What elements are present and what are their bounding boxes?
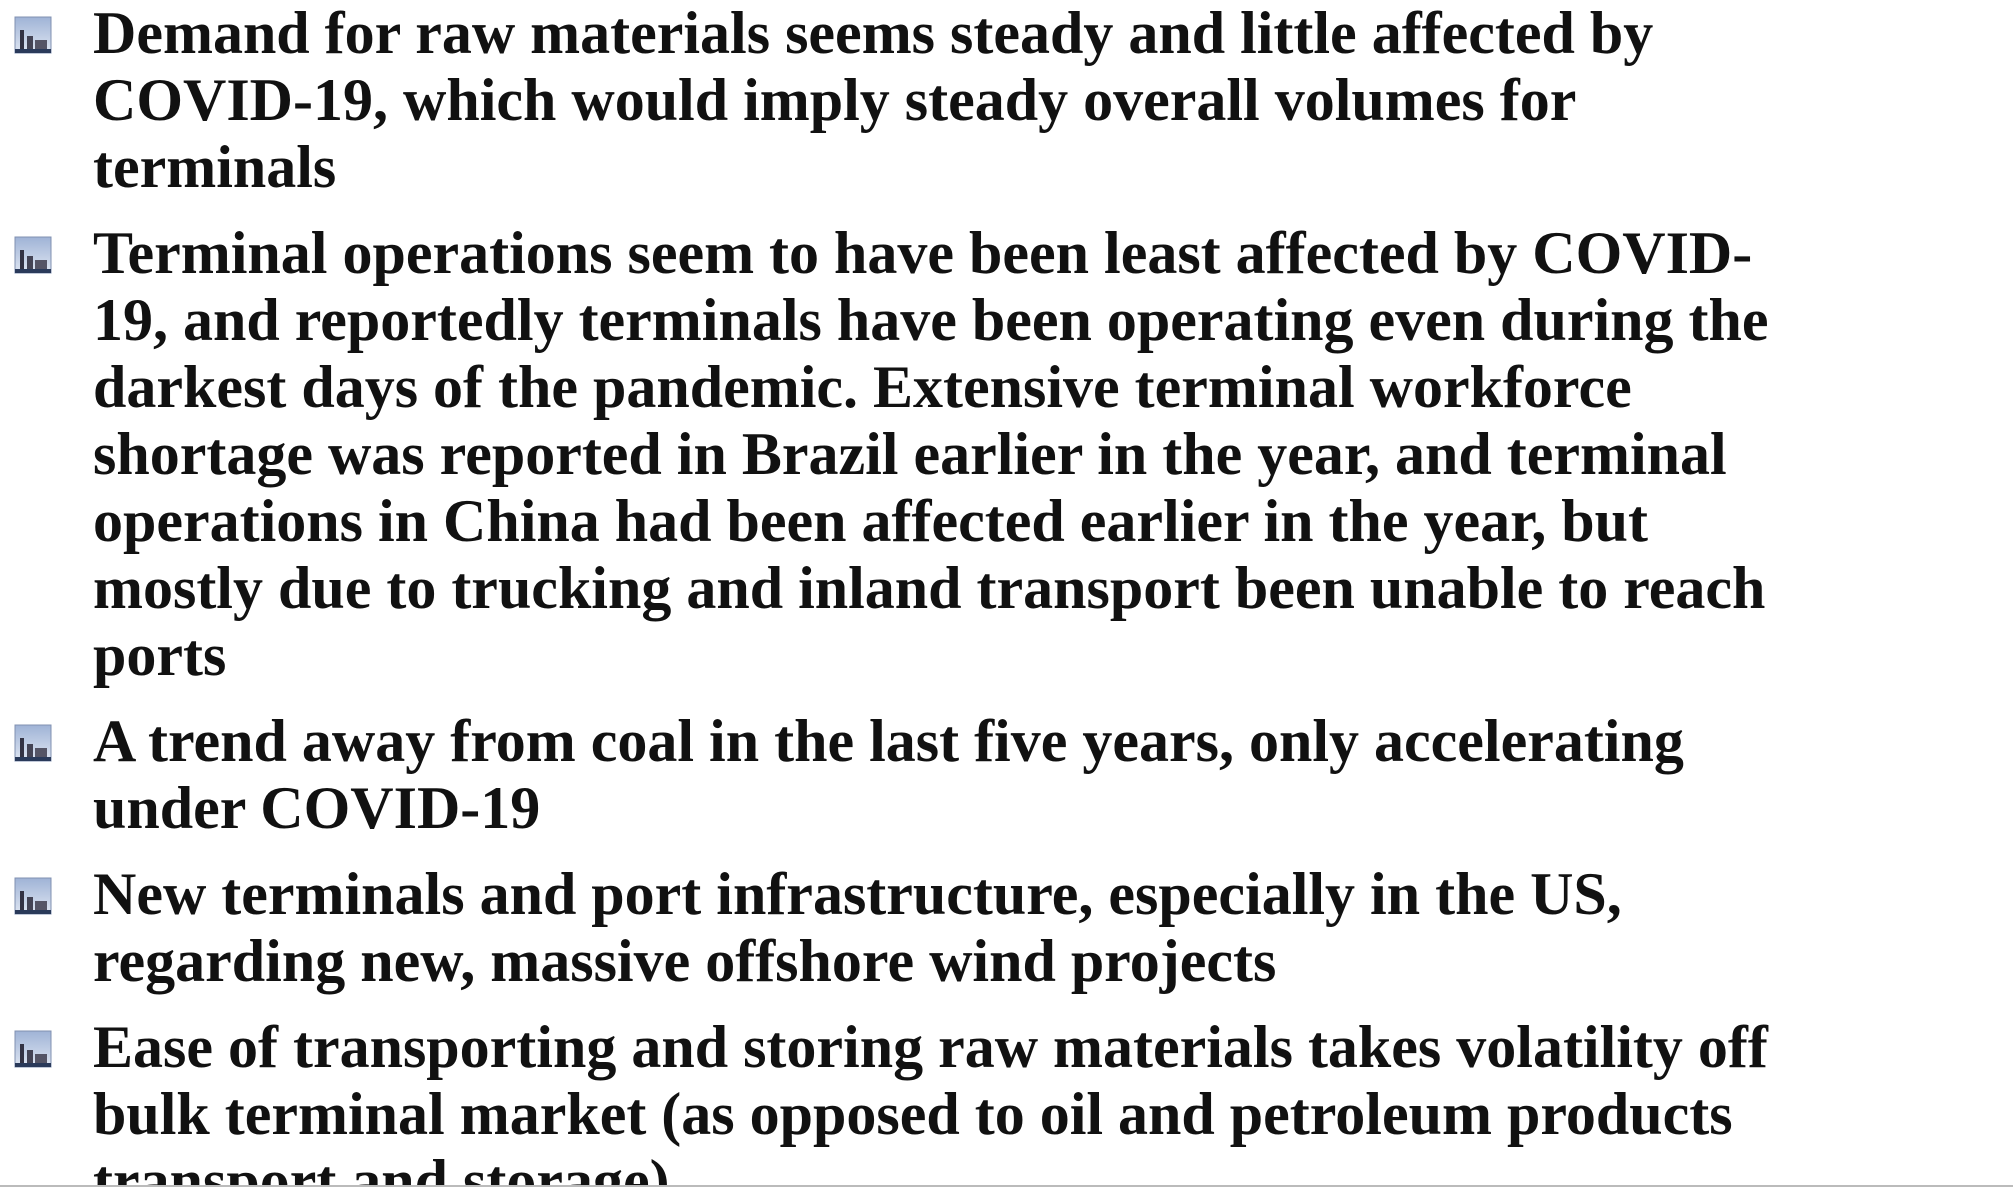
bullet-text-line: Demand for raw materials seems steady an… — [93, 0, 1654, 66]
bullet-text-line: ports — [93, 622, 227, 688]
bullet-text-line: regarding new, massive offshore wind pro… — [93, 928, 1277, 994]
bullet-item: Terminal operations seem to have been le… — [0, 220, 2013, 689]
bullet-text-line: COVID-19, which would imply steady overa… — [93, 67, 1577, 133]
bullet-text-line: mostly due to trucking and inland transp… — [93, 555, 1766, 621]
bullet-item: Demand for raw materials seems steady an… — [0, 0, 2013, 201]
bullet-text-line: Ease of transporting and storing raw mat… — [93, 1014, 1768, 1080]
bullet-item: New terminals and port infrastructure, e… — [0, 861, 2013, 995]
bullet-icon — [14, 724, 52, 762]
bullet-text-line: under COVID-19 — [93, 775, 541, 841]
bullet-icon — [14, 877, 52, 915]
bullet-item: A trend away from coal in the last five … — [0, 708, 2013, 842]
bullet-icon — [14, 236, 52, 274]
bullet-text-line: Terminal operations seem to have been le… — [93, 220, 1753, 286]
bullet-text-line: New terminals and port infrastructure, e… — [93, 861, 1622, 927]
bullet-text-line: operations in China had been affected ea… — [93, 488, 1648, 554]
bullet-icon — [14, 16, 52, 54]
bullet-text-line: 19, and reportedly terminals have been o… — [93, 287, 1769, 353]
bullet-text-line: shortage was reported in Brazil earlier … — [93, 421, 1727, 487]
bullet-text-line: terminals — [93, 134, 337, 200]
bullet-item: Ease of transporting and storing raw mat… — [0, 1014, 2013, 1187]
bullet-text-line: A trend away from coal in the last five … — [93, 708, 1684, 774]
bullet-text-line: darkest days of the pandemic. Extensive … — [93, 354, 1632, 420]
bullet-icon — [14, 1030, 52, 1068]
bullet-text-line: bulk terminal market (as opposed to oil … — [93, 1081, 1733, 1147]
bullet-text-line: transport and storage) — [93, 1148, 670, 1187]
